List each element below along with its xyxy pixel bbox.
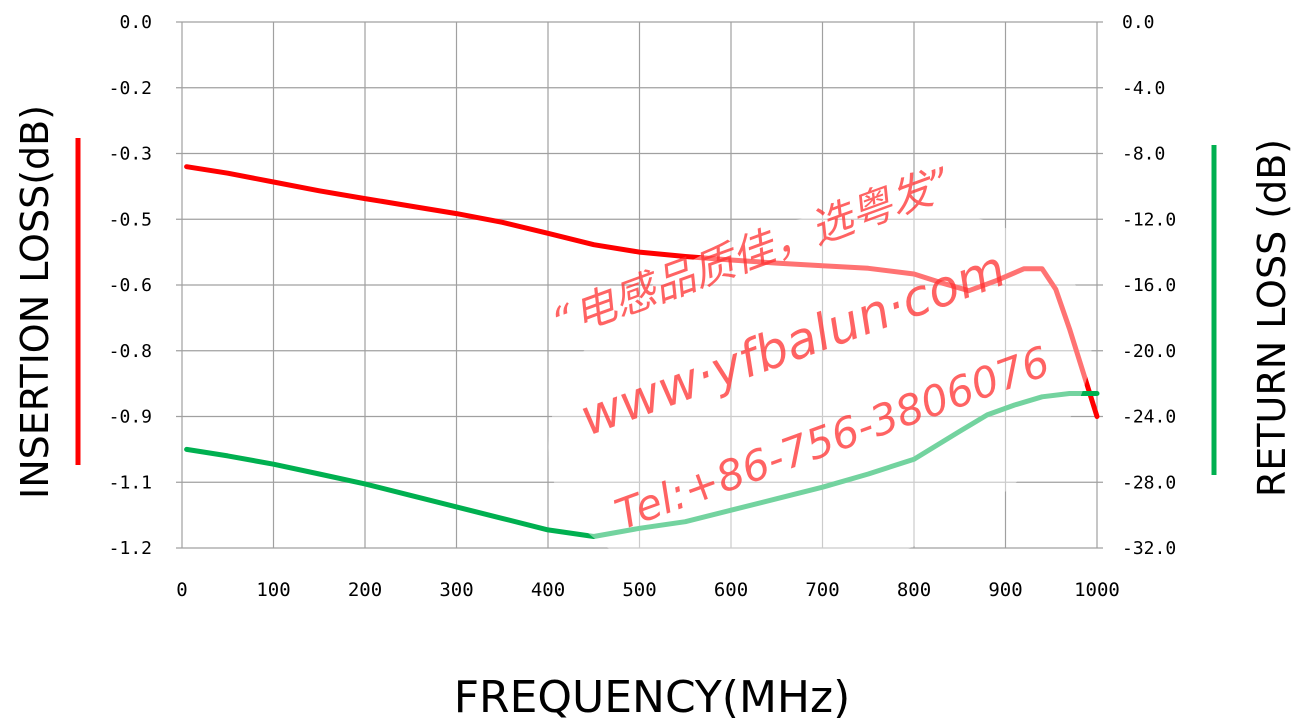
y-right-tick-label: -8.0 (1122, 144, 1165, 165)
x-tick-labels: 0 100 200 300 400 500 600 700 800 900 1000 (176, 579, 1120, 601)
y-right-tick-labels: 0.0 -4.0 -8.0 -12.0 -16.0 -20.0 -24.0 -28.0 -32.… (1122, 12, 1176, 559)
y-left-tick-label: -0.8 (109, 341, 152, 362)
y-left-tick-label: -1.2 (109, 538, 152, 559)
x-tick-label: 300 (439, 579, 473, 601)
y-right-tick-label: -24.0 (1122, 407, 1176, 428)
insertion-loss-line (184, 164, 1100, 419)
x-tick-label: 100 (256, 579, 290, 601)
watermark: “电感品质佳，选粤发” www·yfbalun·com Tel:+86-756-… (547, 157, 1092, 583)
y-left-tick-label: -0.6 (109, 275, 152, 296)
x-tick-label: 400 (531, 579, 565, 601)
y-right-tick-label: -32.0 (1122, 538, 1176, 559)
x-tick-label: 800 (897, 579, 931, 601)
y-right-axis-title: RETURN LOSS (dB) (1250, 139, 1294, 497)
grid (176, 21, 1103, 549)
y-left-axis-title: INSERTION LOSS(dB) (13, 105, 57, 499)
x-tick-label: 700 (805, 579, 839, 601)
x-tick-label: 900 (988, 579, 1022, 601)
y-left-tick-label: -0.5 (109, 209, 152, 230)
y-right-tick-label: -4.0 (1122, 78, 1165, 99)
x-tick-label: 1000 (1074, 579, 1120, 601)
y-left-tick-label: -0.3 (109, 144, 152, 165)
x-axis-title: FREQUENCY(MHz) (454, 672, 851, 723)
y-left-tick-label: -0.2 (109, 78, 152, 99)
return-loss-line (184, 391, 1100, 539)
x-tick-label: 200 (348, 579, 382, 601)
x-tick-label: 0 (176, 579, 187, 601)
x-tick-label: 500 (622, 579, 656, 601)
y-right-tick-label: -12.0 (1122, 209, 1176, 230)
y-right-tick-label: -20.0 (1122, 341, 1176, 362)
y-left-tick-label: -0.9 (109, 407, 152, 428)
y-right-tick-label: 0.0 (1122, 12, 1155, 33)
y-left-tick-label: -1.1 (109, 472, 152, 493)
y-left-tick-label: 0.0 (119, 12, 152, 33)
y-right-tick-label: -28.0 (1122, 472, 1176, 493)
x-tick-label: 600 (714, 579, 748, 601)
series-lines (184, 164, 1100, 539)
y-right-tick-label: -16.0 (1122, 275, 1176, 296)
y-left-tick-labels: 0.0 -0.2 -0.3 -0.5 -0.6 -0.8 -0.9 -1.1 -1.2 (109, 12, 152, 559)
